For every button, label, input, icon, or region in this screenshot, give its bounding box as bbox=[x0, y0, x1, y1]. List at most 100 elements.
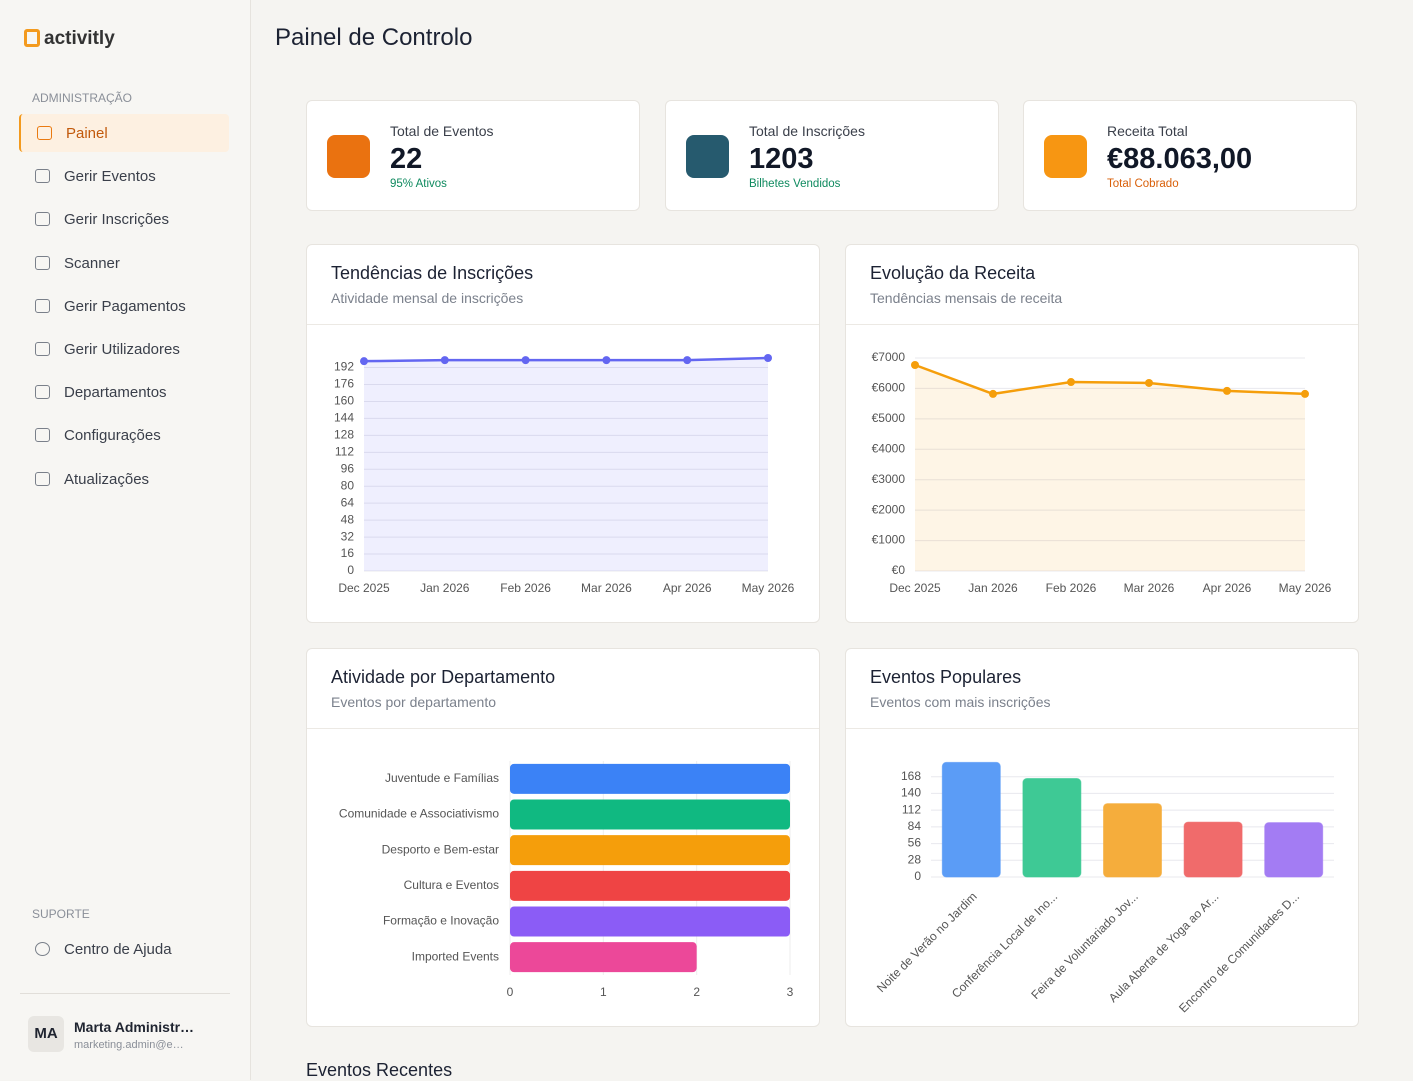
x-tick-label: Apr 2026 bbox=[1203, 581, 1252, 595]
chart-card: Tendências de Inscrições Atividade mensal… bbox=[306, 244, 820, 623]
point bbox=[1067, 378, 1075, 387]
stat-card: Receita Total €88.063,00 Total Cobrado bbox=[1023, 100, 1357, 211]
y-tick-label: €1000 bbox=[872, 533, 906, 547]
y-tick-label: €3000 bbox=[872, 472, 906, 486]
nav-item[interactable]: Gerir Pagamentos bbox=[19, 287, 229, 325]
x-tick-label: Feb 2026 bbox=[1046, 581, 1097, 595]
stat-value: 22 bbox=[390, 143, 423, 175]
bar bbox=[1183, 821, 1243, 878]
nav-icon bbox=[35, 169, 50, 184]
y-tick-label: 176 bbox=[334, 377, 354, 391]
y-tick-label: Cultura e Eventos bbox=[404, 878, 499, 892]
chart: €0 €1000 €2000 €3000 €4000 €5000 €6000 €7000 Dec… bbox=[872, 350, 1332, 595]
bar bbox=[510, 799, 790, 830]
bar bbox=[510, 906, 790, 937]
point bbox=[521, 356, 530, 365]
stat-label: Receita Total bbox=[1107, 123, 1188, 139]
bar bbox=[1103, 803, 1162, 878]
x-tick-label: Apr 2026 bbox=[663, 581, 712, 595]
y-tick-label: 112 bbox=[335, 444, 354, 458]
stat-label: Total de Inscrições bbox=[749, 123, 865, 139]
y-tick-label: 48 bbox=[341, 512, 355, 526]
point bbox=[602, 356, 611, 365]
y-tick-label: 112 bbox=[902, 802, 921, 816]
chart-card: Atividade por Departamento Eventos por de… bbox=[306, 648, 820, 1027]
chart-subtitle: Eventos com mais inscrições bbox=[870, 694, 1051, 710]
nav-item[interactable]: Painel bbox=[19, 114, 229, 152]
nav-icon bbox=[35, 298, 50, 313]
point bbox=[1223, 386, 1231, 395]
section-label: SUPORTE bbox=[32, 907, 90, 921]
y-tick-label: 28 bbox=[908, 852, 922, 866]
point bbox=[989, 389, 997, 398]
line bbox=[914, 363, 1306, 396]
nav-label: Gerir Eventos bbox=[64, 168, 156, 186]
y-tick-label: 56 bbox=[908, 836, 922, 850]
nav-label: Gerir Inscrições bbox=[64, 211, 170, 229]
nav-item[interactable]: Centro de Ajuda bbox=[19, 930, 229, 968]
stat-value: 1203 bbox=[749, 143, 814, 175]
x-tick-label: Mar 2026 bbox=[1124, 581, 1175, 595]
x-tick-label: Dec 2025 bbox=[889, 581, 941, 595]
chart-title: Atividade por Departamento bbox=[331, 667, 556, 687]
y-tick-label: €6000 bbox=[872, 381, 906, 395]
y-tick-label: Imported Events bbox=[412, 949, 499, 963]
nav-item[interactable]: Scanner bbox=[19, 244, 229, 282]
chart-title: Evolução da Receita bbox=[870, 263, 1036, 283]
y-tick-label: 160 bbox=[334, 394, 354, 408]
y-tick-label: Comunidade e Associativismo bbox=[339, 807, 499, 821]
bar bbox=[510, 763, 790, 794]
nav-icon bbox=[35, 385, 50, 400]
bar bbox=[510, 835, 790, 866]
bar bbox=[510, 942, 697, 973]
nav-item[interactable]: Gerir Utilizadores bbox=[19, 330, 229, 368]
x-tick-label: 3 bbox=[787, 985, 794, 999]
y-tick-label: 0 bbox=[347, 563, 354, 577]
nav-label: Atualizações bbox=[64, 470, 150, 488]
y-tick-label: €0 bbox=[892, 563, 906, 577]
stat-card: Total de Inscrições 1203 Bilhetes Vendidos bbox=[665, 100, 999, 211]
nav-item[interactable]: Atualizações bbox=[19, 460, 229, 498]
nav-item[interactable]: Gerir Eventos bbox=[19, 157, 229, 195]
chart-subtitle: Eventos por departamento bbox=[331, 694, 496, 710]
area bbox=[364, 358, 768, 571]
divider bbox=[307, 324, 819, 325]
point bbox=[360, 357, 368, 366]
divider bbox=[846, 728, 1358, 729]
x-tick-label: Jan 2026 bbox=[420, 581, 470, 595]
y-tick-label: Desporto e Bem-estar bbox=[382, 842, 499, 856]
y-tick-label: €7000 bbox=[872, 350, 906, 364]
x-tick-label: Mar 2026 bbox=[581, 581, 632, 595]
point bbox=[1301, 389, 1309, 398]
chart-title: Eventos Populares bbox=[870, 667, 1022, 687]
nav-icon bbox=[35, 255, 50, 270]
stat-note: Bilhetes Vendidos bbox=[749, 178, 841, 190]
page-title: Painel de Controlo bbox=[275, 24, 473, 51]
chart: 0 16 32 48 64 80 96 112 128 144 160 176 192 Dec 2025 J… bbox=[334, 354, 795, 595]
chart-card: Evolução da Receita Tendências mensais de… bbox=[845, 244, 1359, 623]
y-tick-label: 128 bbox=[334, 428, 354, 442]
bar bbox=[510, 870, 790, 901]
user-menu[interactable]: MA Marta Administr… marketing.admin@e… bbox=[20, 993, 230, 1080]
x-tick-label: 0 bbox=[507, 985, 514, 999]
nav-item[interactable]: Gerir Inscrições bbox=[19, 200, 229, 238]
y-tick-label: €2000 bbox=[872, 502, 906, 516]
y-tick-label: 16 bbox=[341, 546, 355, 560]
y-tick-label: €5000 bbox=[872, 411, 906, 425]
chart-subtitle: Atividade mensal de inscrições bbox=[331, 290, 524, 306]
section-label: ADMINISTRAÇÃO bbox=[32, 91, 133, 105]
nav-item[interactable]: Configurações bbox=[19, 416, 229, 454]
point bbox=[911, 360, 919, 369]
divider bbox=[307, 728, 819, 729]
y-tick-label: Juventude e Famílias bbox=[385, 771, 499, 785]
nav-icon bbox=[35, 428, 50, 443]
point bbox=[440, 356, 449, 365]
y-tick-label: 168 bbox=[901, 769, 921, 783]
y-tick-label: 32 bbox=[341, 529, 355, 543]
point bbox=[683, 356, 692, 365]
nav-item[interactable]: Departamentos bbox=[19, 373, 229, 411]
chart-card: Eventos Populares Eventos com mais inscri… bbox=[845, 648, 1359, 1027]
logo[interactable]: activitly bbox=[24, 28, 115, 50]
nav-label: Centro de Ajuda bbox=[64, 941, 172, 958]
